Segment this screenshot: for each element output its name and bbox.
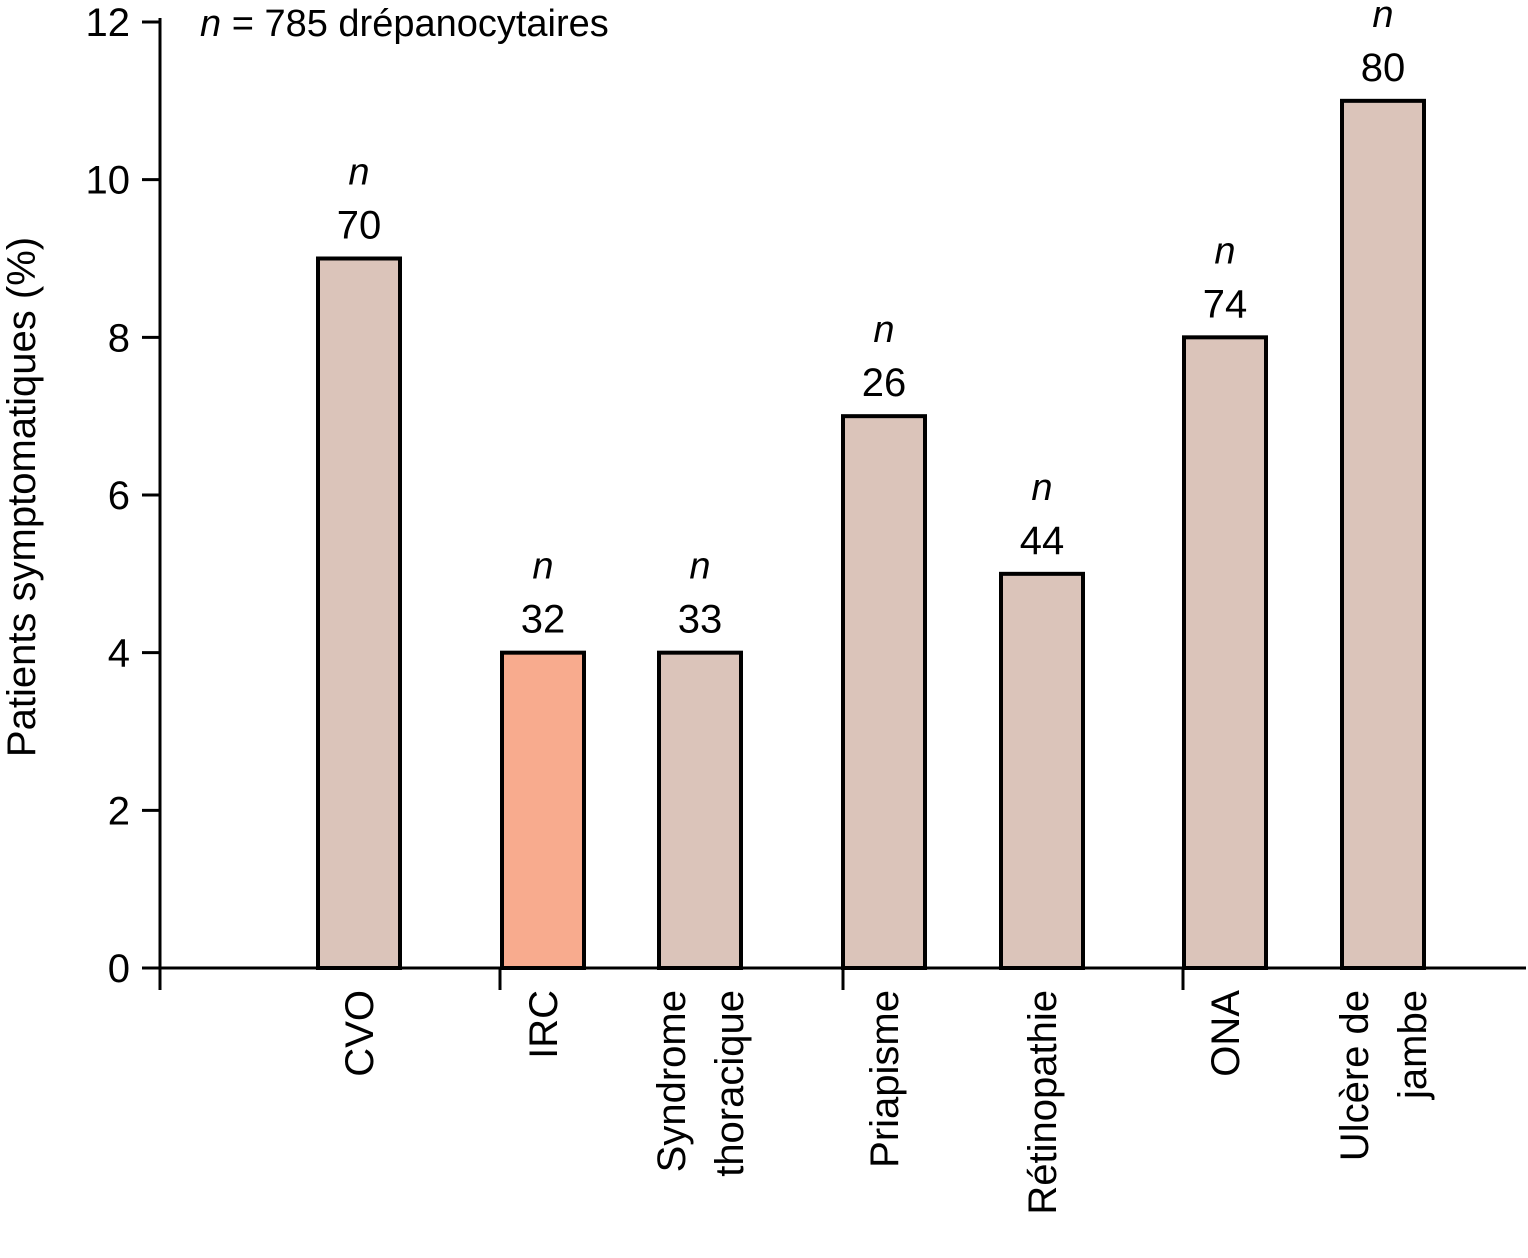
bar-count-label: 32 — [521, 598, 566, 642]
bar-n-label: n — [1031, 467, 1052, 509]
y-tick-label: 0 — [108, 947, 130, 991]
bar — [1182, 335, 1268, 971]
category-label-line: jambe — [1391, 990, 1435, 1100]
y-tick-label: 2 — [108, 789, 130, 833]
category-label-line: Priapisme — [863, 990, 907, 1168]
bar — [657, 650, 743, 971]
bar — [1340, 98, 1426, 971]
bar — [841, 414, 927, 970]
bar-n-label: n — [689, 546, 710, 588]
category-label-line: Syndrome — [650, 990, 694, 1172]
category-label: ONA — [1204, 990, 1248, 1077]
bar-n-label: n — [1214, 230, 1235, 272]
annotation-text: = 785 drépanocytaires — [221, 3, 609, 45]
y-tick-label: 6 — [108, 474, 130, 518]
category-label: Rétinopathie — [1021, 990, 1065, 1215]
bar-n-label: n — [1372, 0, 1393, 36]
bar-n-label: n — [532, 546, 553, 588]
bar-labels: n 70 n 32 n 33 n 26 n 44 n 74 n 80 — [337, 0, 1406, 642]
y-tick-label: 8 — [108, 316, 130, 360]
category-label: Priapisme — [863, 990, 907, 1168]
bar — [999, 571, 1085, 970]
y-tick-label: 10 — [86, 159, 131, 203]
category-label-line: ONA — [1204, 990, 1248, 1077]
bar-count-label: 70 — [337, 204, 382, 248]
bar-count-label: 44 — [1020, 519, 1065, 563]
category-label: Ulcère de jambe — [1333, 990, 1435, 1161]
y-tick-label: 12 — [86, 1, 131, 45]
bar — [316, 256, 402, 970]
y-ticks: 0 2 4 6 8 10 12 — [86, 1, 160, 991]
annotation-n: n — [200, 3, 221, 45]
y-axis-label: Patients symptomatiques (%) — [0, 237, 44, 757]
category-label-line: IRC — [522, 990, 566, 1059]
bar-count-label: 26 — [862, 361, 907, 405]
x-ticks — [158, 968, 1185, 990]
annotation: n = 785 drépanocytaires — [200, 3, 609, 45]
bar — [500, 650, 586, 971]
category-label-line: Ulcère de — [1333, 990, 1377, 1161]
category-label: Syndrome thoracique — [650, 990, 752, 1177]
bar-n-label: n — [348, 152, 369, 194]
bar-n-label: n — [873, 309, 894, 351]
category-labels: CVO IRC Syndrome thoracique Priapisme Rétinop… — [338, 990, 1435, 1215]
category-label-line: CVO — [338, 990, 382, 1077]
bar-count-label: 80 — [1361, 46, 1406, 90]
bar-count-label: 74 — [1203, 282, 1248, 326]
bar-count-label: 33 — [678, 598, 723, 642]
category-label-line: thoracique — [708, 990, 752, 1177]
category-label: CVO — [338, 990, 382, 1077]
category-label-line: Rétinopathie — [1021, 990, 1065, 1215]
bars — [316, 98, 1426, 971]
category-label: IRC — [522, 990, 566, 1059]
y-tick-label: 4 — [108, 632, 130, 676]
